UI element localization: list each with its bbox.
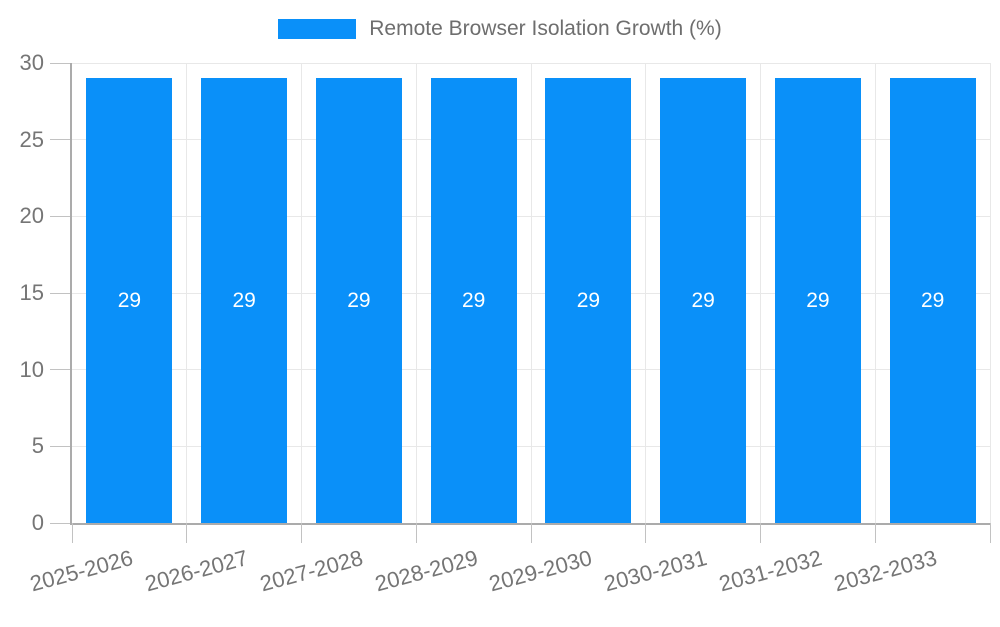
bar: 29: [86, 78, 173, 523]
x-axis-tick: [760, 523, 761, 543]
bar-value-label: 29: [117, 288, 142, 312]
bar: 29: [889, 78, 976, 523]
y-axis-tick: [50, 139, 70, 141]
gridline-vertical: [415, 63, 417, 523]
bar-value-label: 29: [347, 288, 371, 312]
y-axis-tick: [50, 445, 70, 447]
y-axis-tick-label: 10: [19, 356, 44, 382]
x-axis-tick: [301, 523, 302, 543]
y-axis-tick-label: 25: [19, 126, 44, 152]
bar-value-label: 29: [920, 288, 945, 312]
x-axis-tick: [645, 523, 647, 543]
x-axis-tick: [530, 523, 532, 543]
bar-value-label: 29: [232, 288, 256, 312]
gridline-vertical: [301, 63, 302, 523]
x-axis-tick: [186, 523, 188, 543]
gridline-vertical: [186, 63, 188, 523]
bar: 29: [201, 78, 288, 523]
bar: 29: [315, 78, 402, 523]
y-axis-tick: [50, 215, 70, 217]
legend-swatch: [278, 19, 357, 39]
y-axis-tick-label: 5: [31, 433, 44, 459]
y-axis-tick: [50, 369, 70, 371]
x-axis-tick: [71, 523, 73, 543]
x-axis-tick: [874, 523, 876, 543]
chart-legend: Remote Browser Isolation Growth (%): [0, 17, 1000, 41]
y-axis-tick-label: 15: [19, 280, 44, 305]
y-axis-tick-label: 30: [19, 50, 44, 75]
bar-value-label: 29: [461, 288, 486, 312]
bar: 29: [545, 78, 632, 523]
gridline-vertical: [530, 63, 532, 523]
gridline-vertical: [874, 63, 876, 523]
y-axis-tick-label: 0: [31, 510, 44, 535]
y-axis-tick: [50, 62, 70, 64]
x-axis-tick: [415, 523, 417, 543]
bar: 29: [430, 78, 517, 523]
gridline-vertical: [989, 63, 991, 523]
legend-label: Remote Browser Isolation Growth (%): [369, 17, 722, 40]
bar-chart: Remote Browser Isolation Growth (%) 0 5 10…: [0, 17, 1000, 597]
bar-value-label: 29: [806, 288, 830, 312]
bar: 29: [774, 78, 861, 523]
bar-value-label: 29: [576, 288, 601, 312]
y-axis-tick: [50, 522, 70, 524]
y-axis-tick-label: 20: [19, 203, 44, 229]
bar: 29: [660, 78, 747, 523]
x-axis-tick: [989, 523, 991, 543]
gridline-vertical: [645, 63, 647, 523]
bar-value-label: 29: [691, 288, 715, 312]
y-axis-tick: [50, 292, 70, 294]
plot-area: 0 5 10 15 20 25 30 29 29 29 29 29 29 29 29 2025-2026 202…: [20, 50, 991, 596]
gridline-vertical: [760, 63, 761, 523]
